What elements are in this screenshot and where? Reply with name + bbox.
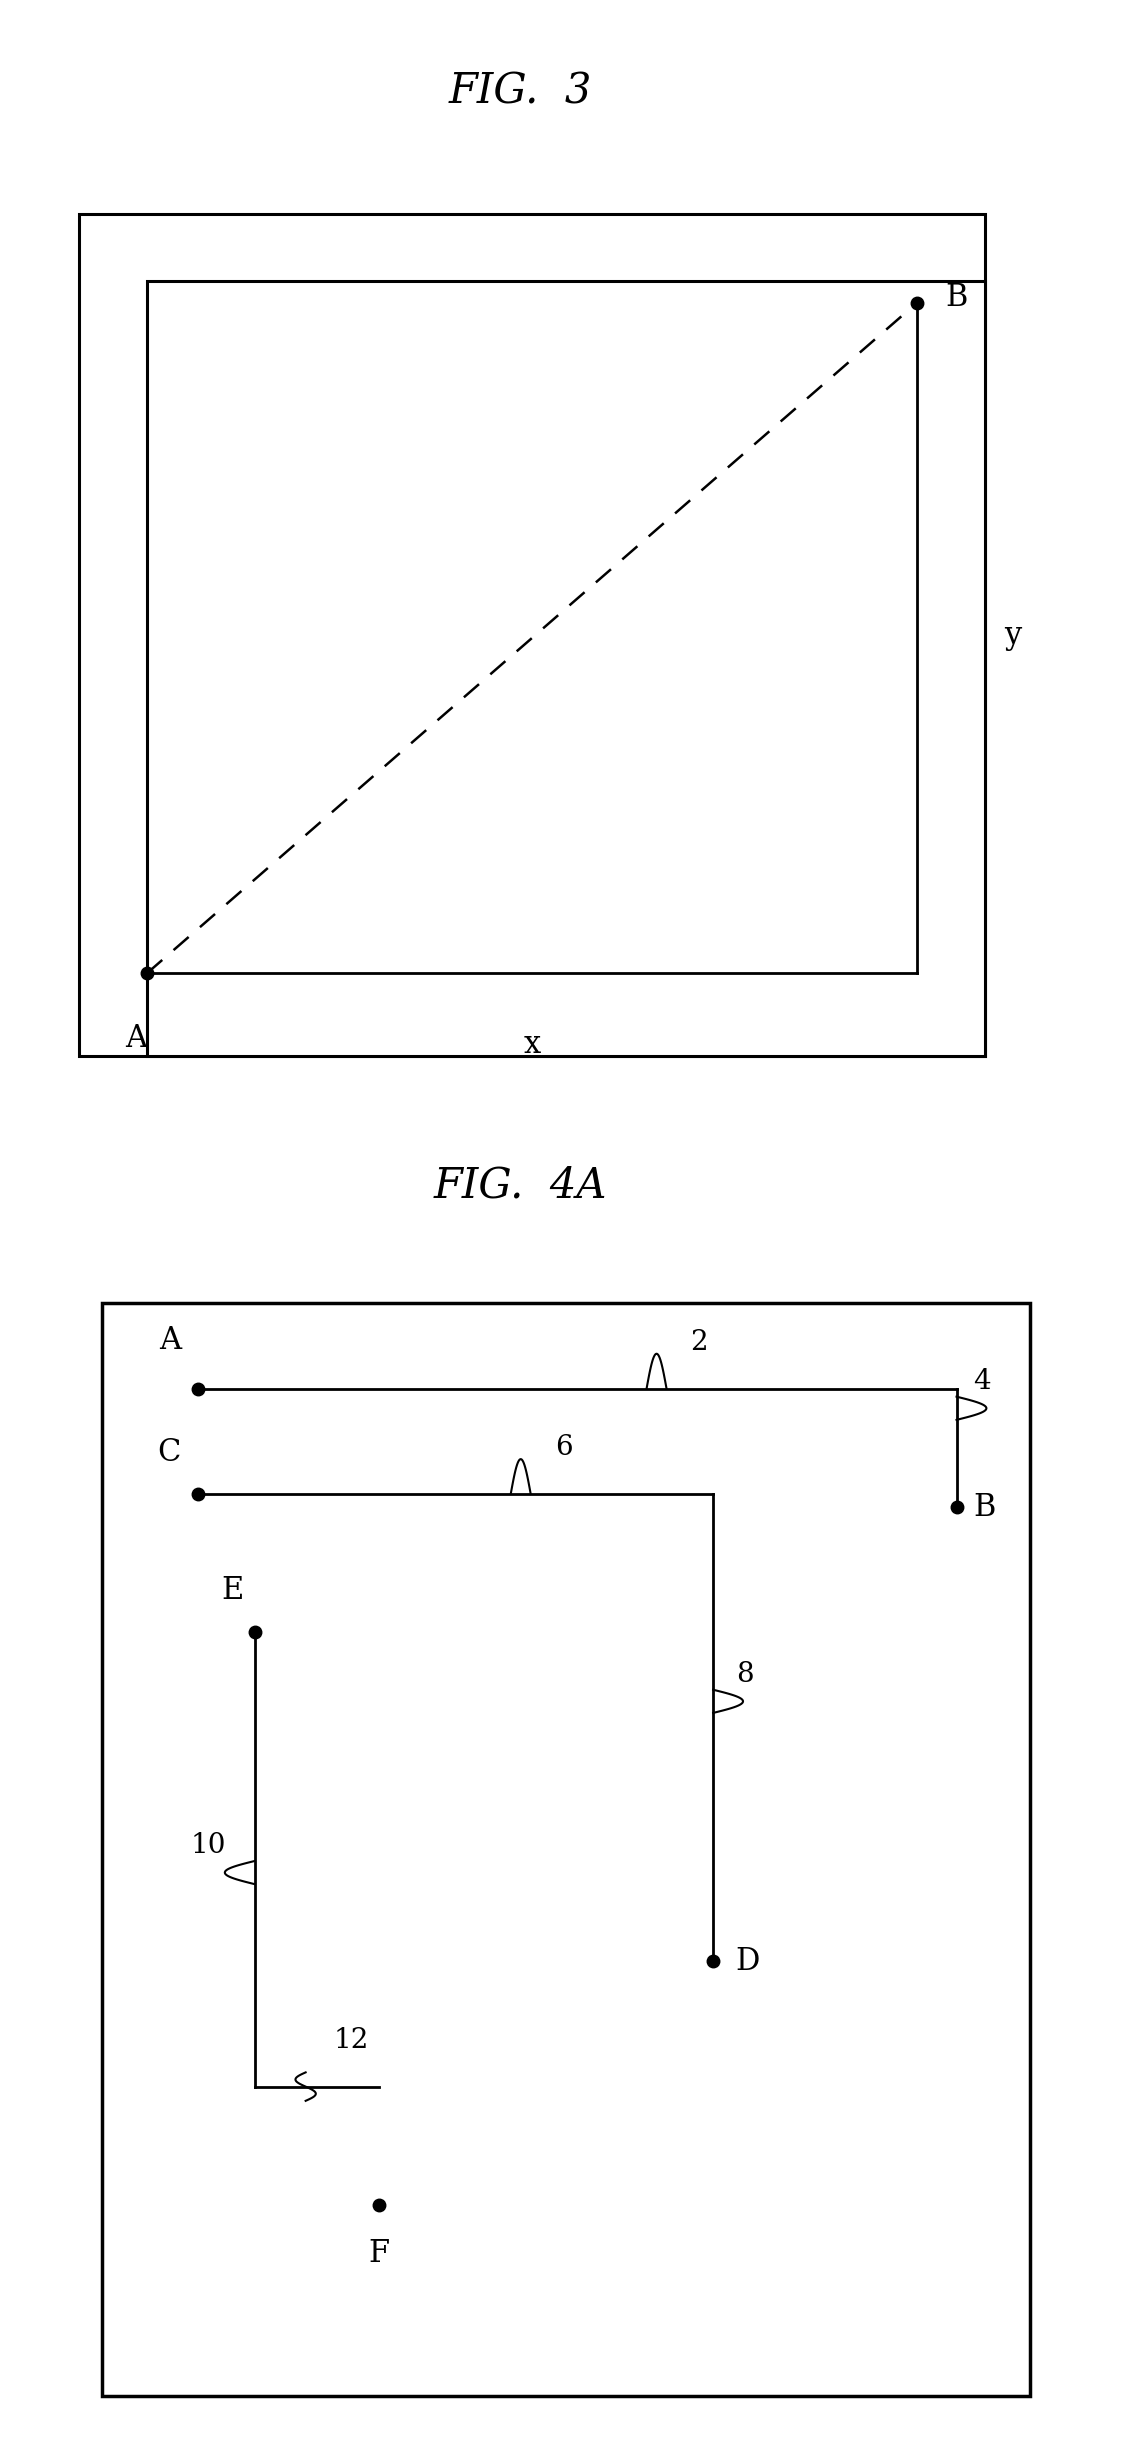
Bar [79, 214, 985, 1056]
Text: 6: 6 [555, 1433, 573, 1460]
Text: C: C [157, 1435, 181, 1467]
Text: 12: 12 [334, 2026, 369, 2053]
Bar [102, 1302, 1030, 2396]
Text: y: y [1004, 620, 1022, 650]
Text: 2: 2 [691, 1329, 709, 1357]
Text: D: D [736, 1945, 761, 1977]
Text: A: A [158, 1325, 181, 1357]
Text: 8: 8 [736, 1662, 754, 1689]
Text: FIG.  4A: FIG. 4A [434, 1165, 608, 1206]
Text: E: E [221, 1576, 243, 1605]
Text: x: x [523, 1029, 541, 1059]
Text: F: F [369, 2238, 389, 2270]
Text: A: A [125, 1024, 147, 1054]
Text: 4: 4 [974, 1369, 992, 1396]
Bar [147, 281, 985, 1056]
Text: 10: 10 [191, 1832, 226, 1859]
Text: FIG.  3: FIG. 3 [449, 69, 592, 113]
Text: B: B [974, 1492, 996, 1522]
Text: B: B [945, 281, 968, 313]
